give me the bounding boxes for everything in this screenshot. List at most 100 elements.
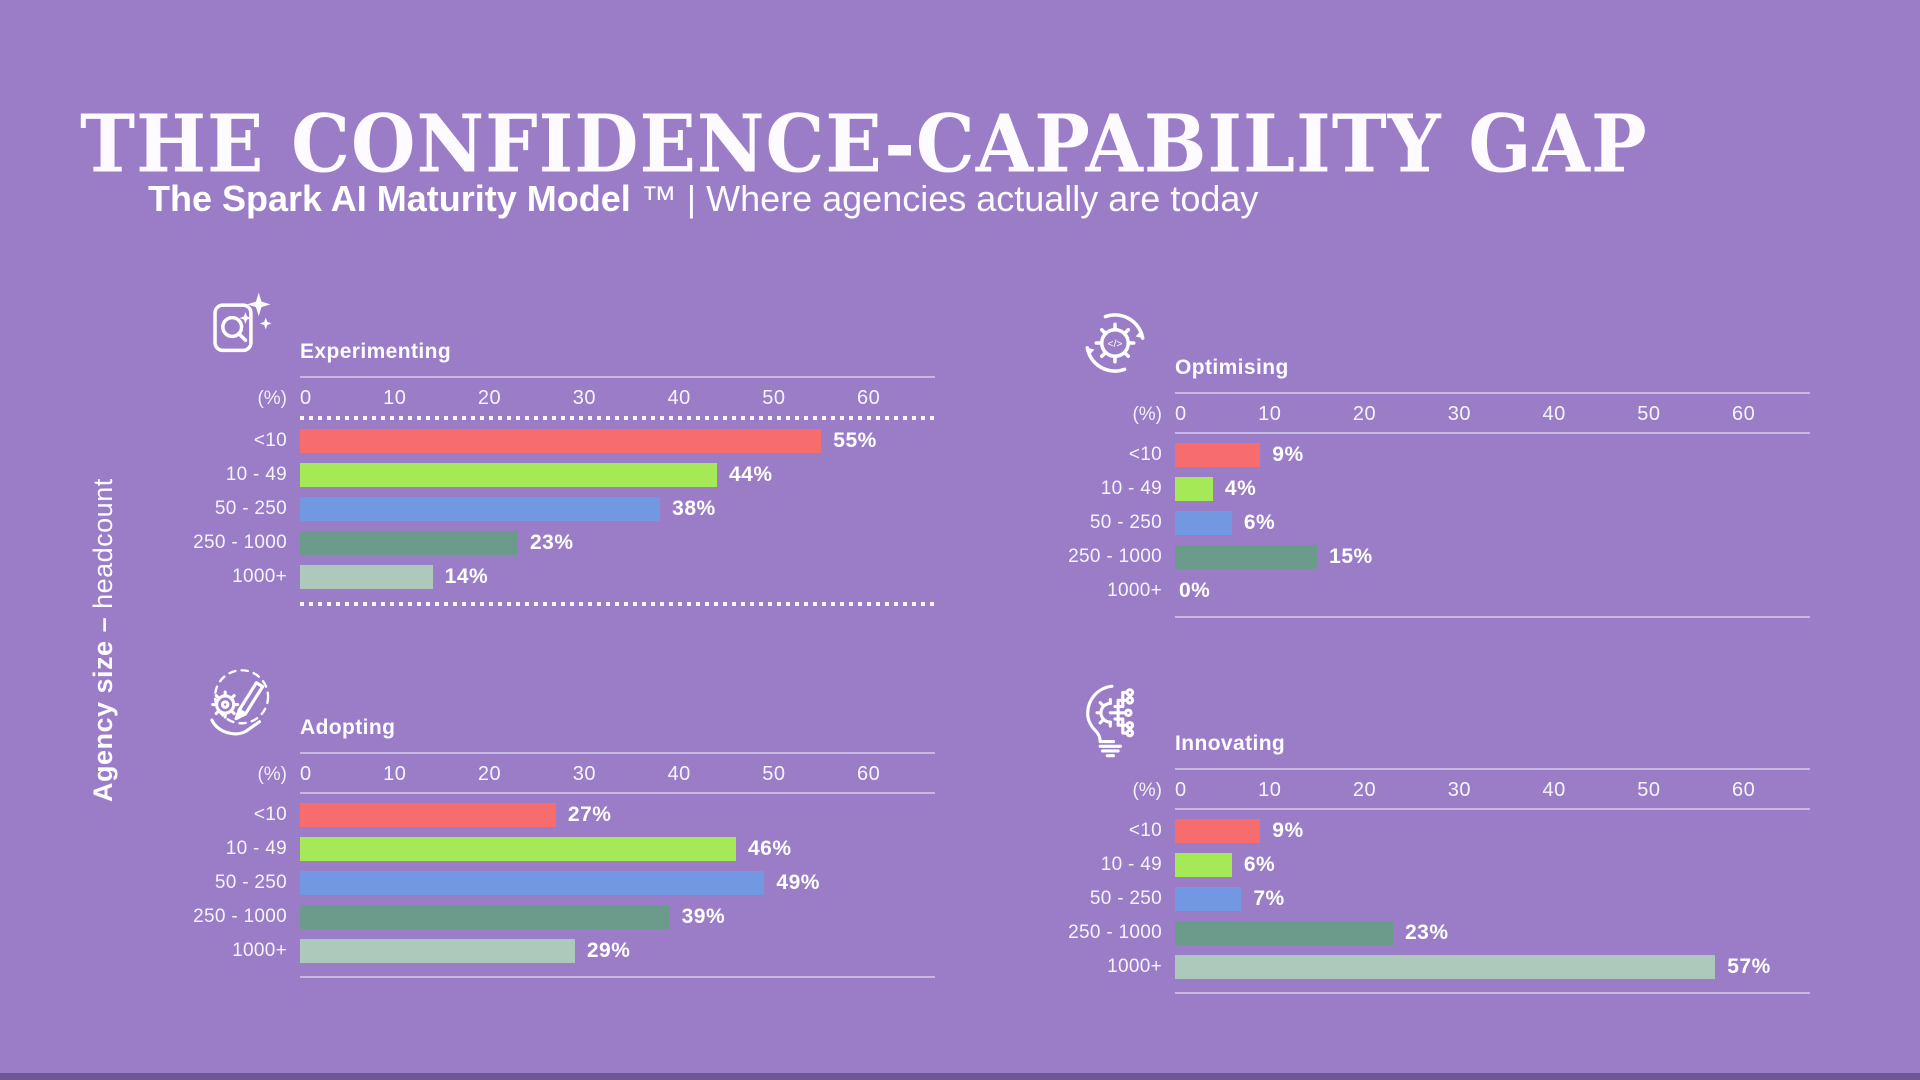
bar-row: 1000+ 0% <box>1055 574 1810 608</box>
y-axis-label: Agency size – headcount <box>88 400 119 880</box>
bar-track: 55% <box>300 429 935 453</box>
axis-tick: 10 <box>1258 779 1282 801</box>
value-label: 9% <box>1272 443 1304 466</box>
axis-row: (%) 0 10 20 30 40 50 60 <box>1055 400 1810 430</box>
bar <box>300 497 661 521</box>
title-divider <box>300 752 935 754</box>
chart-innovating: Innovating (%) 0 10 20 30 40 50 60 <10 9% 10 - 4… <box>1055 664 1810 994</box>
chart-header: </> Optimising <box>1055 304 1810 382</box>
category-label: 250 - 1000 <box>1068 922 1162 943</box>
bar-row: 50 - 250 38% <box>180 492 935 526</box>
bar <box>300 463 717 487</box>
slide-bottom-edge <box>0 1073 1920 1080</box>
bar-rows: <10 9% 10 - 49 4% 50 - 250 6% 250 - 1000 15% 100… <box>1055 438 1810 608</box>
category-label: 1000+ <box>232 940 287 961</box>
bar-row: <10 27% <box>180 798 935 832</box>
bar <box>1175 477 1213 501</box>
bar-track: 39% <box>300 905 935 929</box>
category-label: 1000+ <box>1107 580 1162 601</box>
axis-tick: 20 <box>477 387 502 409</box>
title-divider <box>1175 768 1810 770</box>
bar-row: 250 - 1000 23% <box>180 526 935 560</box>
bar <box>1175 819 1261 843</box>
bar-row: 1000+ 14% <box>180 560 935 594</box>
bar-row: 10 - 49 46% <box>180 832 935 866</box>
value-label: 4% <box>1224 477 1257 500</box>
category-label: 50 - 250 <box>214 872 287 893</box>
bar-row: 10 - 49 44% <box>180 458 935 492</box>
bar <box>1175 921 1393 945</box>
axis-ticks: 0 10 20 30 40 50 60 <box>300 760 935 790</box>
category-label: 10 - 49 <box>225 464 287 485</box>
axis-tick: 50 <box>1637 403 1661 425</box>
value-label: 6% <box>1243 853 1276 876</box>
value-label: 7% <box>1253 887 1285 910</box>
axis-tick: 0 <box>1175 779 1187 801</box>
subtitle-model-name: The Spark AI Maturity Model <box>148 178 631 219</box>
axis-tick: 60 <box>1732 779 1756 801</box>
title-divider <box>1175 392 1810 394</box>
bar <box>300 939 575 963</box>
value-label: 15% <box>1329 545 1373 568</box>
y-axis-label-rest: headcount <box>88 478 118 617</box>
value-label: 38% <box>672 497 716 520</box>
axis-tick: 60 <box>857 387 881 409</box>
axis-tick: 30 <box>1447 779 1471 801</box>
value-label: 46% <box>747 837 792 860</box>
category-label: <10 <box>1128 820 1162 841</box>
bottom-divider <box>300 602 935 606</box>
bar-track: 23% <box>1175 921 1810 945</box>
category-label: 50 - 250 <box>1089 512 1162 533</box>
bar-row: 10 - 49 4% <box>1055 472 1810 506</box>
subtitle-tagline: ™ | Where agencies actually are today <box>630 178 1259 219</box>
bar-row: 50 - 250 7% <box>1055 882 1810 916</box>
axis-divider <box>1175 432 1810 434</box>
bar-track: 49% <box>300 871 935 895</box>
bar <box>300 565 433 589</box>
bar <box>300 429 822 453</box>
bar <box>1175 887 1242 911</box>
bar-track: 27% <box>300 803 935 827</box>
charts-grid: Experimenting (%) 0 10 20 30 40 50 60 <10 55% 10… <box>180 288 1810 994</box>
value-label: 6% <box>1243 511 1276 534</box>
hand-gear-icon <box>201 664 279 742</box>
chart-title: Adopting <box>300 716 396 739</box>
bar-track: 4% <box>1175 477 1810 501</box>
category-label: 10 - 49 <box>1100 478 1162 499</box>
axis-unit-label: (%) <box>1132 780 1162 801</box>
bar-rows: <10 9% 10 - 49 6% 50 - 250 7% 250 - 1000 23% 100… <box>1055 814 1810 984</box>
bar-track: 57% <box>1175 955 1810 979</box>
value-label: 39% <box>681 905 726 928</box>
value-label: 29% <box>586 939 631 962</box>
bar-row: 250 - 1000 15% <box>1055 540 1810 574</box>
bar-track: 38% <box>300 497 935 521</box>
bar-track: 44% <box>300 463 935 487</box>
chart-experimenting: Experimenting (%) 0 10 20 30 40 50 60 <10 55% 10… <box>180 288 935 618</box>
y-axis-label-bold: Agency size – <box>88 616 118 802</box>
value-label: 23% <box>1404 921 1449 944</box>
bar-track: 9% <box>1175 819 1810 843</box>
category-label: <10 <box>253 804 287 825</box>
category-label: <10 <box>1128 444 1162 465</box>
title-divider <box>300 376 935 378</box>
chart-header: Adopting <box>180 664 935 742</box>
axis-row: (%) 0 10 20 30 40 50 60 <box>1055 776 1810 806</box>
axis-tick: 40 <box>667 387 691 409</box>
axis-divider <box>1175 808 1810 810</box>
axis-tick: 50 <box>762 387 786 409</box>
axis-tick: 10 <box>383 387 407 409</box>
axis-ticks: 0 10 20 30 40 50 60 <box>1175 400 1810 430</box>
bar-row: <10 9% <box>1055 814 1810 848</box>
chart-optimising: </> Optimising (%) 0 10 20 30 40 50 60 <10 9% 10… <box>1055 288 1810 618</box>
bar-track: 14% <box>300 565 935 589</box>
bar <box>1175 545 1318 569</box>
bar-row: 1000+ 29% <box>180 934 935 968</box>
category-label: 1000+ <box>1107 956 1162 977</box>
bar-track: 15% <box>1175 545 1810 569</box>
value-label: 49% <box>776 871 820 894</box>
chart-header: Experimenting <box>180 288 935 366</box>
axis-tick: 60 <box>857 763 881 785</box>
axis-tick: 0 <box>1175 403 1187 425</box>
bar <box>1175 853 1232 877</box>
category-label: 1000+ <box>232 566 287 587</box>
